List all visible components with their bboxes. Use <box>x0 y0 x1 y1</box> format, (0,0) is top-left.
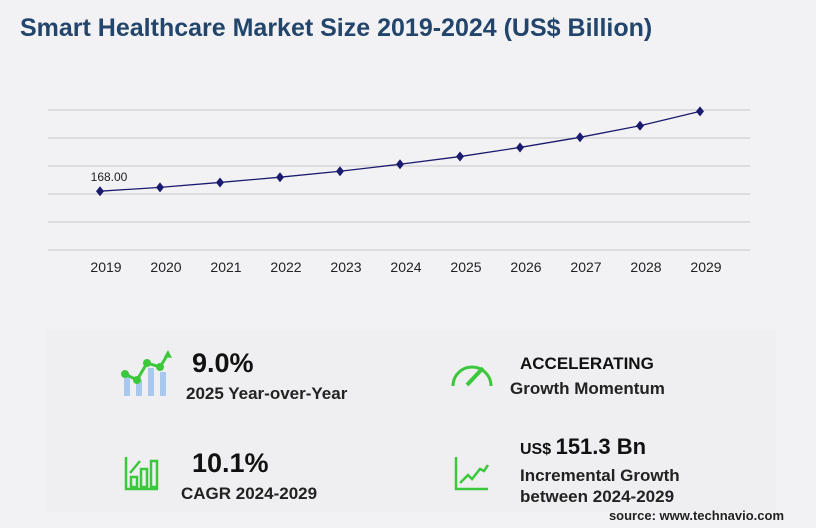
data-point <box>456 151 464 162</box>
x-tick-label: 2020 <box>150 259 181 275</box>
data-point <box>396 159 404 170</box>
data-point <box>336 166 344 177</box>
x-tick-label: 2028 <box>630 259 661 275</box>
incremental-amount: 151.3 Bn <box>555 434 647 459</box>
incremental-period: between 2024-2029 <box>520 487 675 506</box>
line-chart: 2019 168.00 2020 2021 2022 2023 2024 2025 2026 20… <box>48 106 750 275</box>
chart-title: Smart Healthcare Market Size 2019-2024 (… <box>20 14 653 42</box>
momentum-label: Growth Momentum <box>510 379 665 398</box>
x-tick-label: 2026 <box>510 259 541 275</box>
speedometer-icon <box>451 365 493 387</box>
cagr-label: CAGR 2024-2029 <box>181 484 318 503</box>
stats-panel <box>46 330 776 512</box>
data-point <box>276 172 284 183</box>
x-tick-label: 2024 <box>390 259 421 275</box>
currency: US$ <box>520 441 552 458</box>
data-point <box>216 177 224 188</box>
source-note: source: www.technavio.com <box>608 508 784 523</box>
data-point <box>636 120 644 131</box>
trend-up-icon <box>454 457 490 491</box>
data-point <box>696 106 704 117</box>
momentum-value: ACCELERATING <box>520 354 654 373</box>
incremental-label: Incremental Growth <box>520 466 680 485</box>
data-point <box>576 132 584 143</box>
yoy-label: 2025 Year-over-Year <box>186 384 348 403</box>
bar-growth-icon <box>124 457 159 491</box>
yoy-value: 9.0% <box>192 348 254 378</box>
x-tick-label: 2019 <box>90 259 121 275</box>
x-tick-label: 2027 <box>570 259 601 275</box>
data-point <box>516 142 524 153</box>
data-point <box>156 182 164 193</box>
data-point <box>96 186 104 197</box>
x-tick-label: 2023 <box>330 259 361 275</box>
x-tick-label: 2025 <box>450 259 481 275</box>
growth-chart-icon <box>121 350 172 396</box>
x-tick-label: 2022 <box>270 259 301 275</box>
cagr-value: 10.1% <box>192 448 269 478</box>
series-line <box>99 110 701 192</box>
incremental-value: US$ 151.3 Bn <box>520 434 646 460</box>
x-tick-label: 2021 <box>210 259 241 275</box>
data-label: 168.00 <box>91 170 128 184</box>
x-tick-label: 2029 <box>690 259 721 275</box>
